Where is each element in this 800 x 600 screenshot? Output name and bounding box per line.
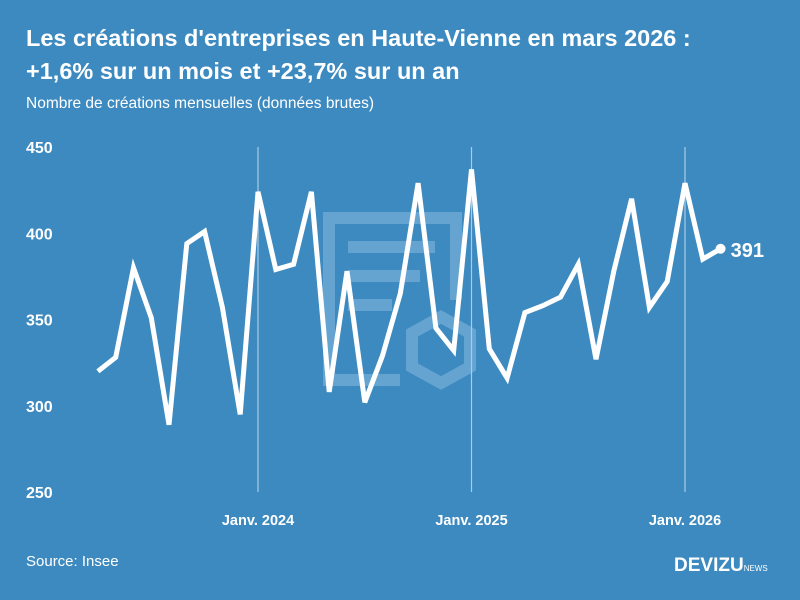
last-value-label: 391 [731,240,764,262]
series-line [96,169,722,426]
logo-main: DEVIZU [674,555,744,576]
y-tick-label: 350 [26,313,53,330]
source-note: Source: Insee [26,553,119,570]
chart-subtitle: Nombre de créations mensuelles (données … [26,95,375,112]
y-tick-label: 450 [26,140,53,157]
y-tick-label: 400 [26,226,53,243]
x-tick-label: Janv. 2025 [435,513,507,529]
chart-title: Les créations d'entreprises en Haute-Vie… [26,22,691,88]
y-tick-label: 250 [26,485,53,502]
y-tick-label: 300 [26,399,53,416]
x-tick-label: Janv. 2026 [649,513,721,529]
devizu-logo: DEVIZUNEWS [674,555,768,577]
logo-sub: NEWS [743,564,768,573]
x-tick-label: Janv. 2024 [222,513,294,529]
data-point [715,243,726,254]
watermark-icon [323,212,476,390]
title-line-1: Les créations d'entreprises en Haute-Vie… [26,25,691,51]
title-line-2: +1,6% sur un mois et +23,7% sur un an [26,58,460,84]
